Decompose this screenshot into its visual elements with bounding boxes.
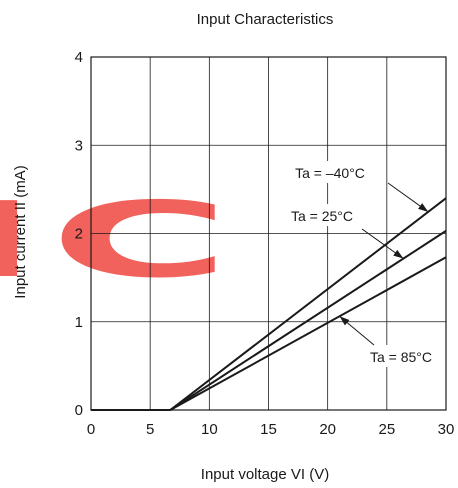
arrowhead — [393, 249, 404, 259]
x-tick-label: 20 — [319, 421, 336, 438]
annotation-label: Ta = 85°C — [370, 349, 432, 365]
y-tick-label: 2 — [75, 226, 83, 243]
annotation-box — [275, 161, 383, 183]
annotation-label: Ta = –40°C — [295, 165, 365, 181]
y-tick-label: 4 — [75, 49, 83, 66]
y-tick-label: 3 — [75, 137, 83, 154]
annotation-box — [277, 204, 367, 226]
x-tick-label: 0 — [87, 421, 95, 438]
y-axis-label: Input current II (mA) — [12, 165, 29, 298]
x-tick-label: 10 — [201, 421, 218, 438]
arrowhead — [339, 316, 350, 326]
chart-title: Input Characteristics — [197, 11, 334, 28]
x-axis-label: Input voltage VI (V) — [201, 466, 329, 483]
y-tick-label: 0 — [75, 402, 83, 419]
annotations: Ta = –40°C Ta = 25°C Ta = 85°C — [275, 161, 443, 367]
watermark-text: IC — [0, 179, 240, 301]
tick-labels: 0 5 10 15 20 25 30 0 1 2 3 4 — [75, 49, 455, 438]
x-tick-label: 5 — [146, 421, 154, 438]
x-tick-label: 25 — [378, 421, 395, 438]
x-tick-label: 30 — [438, 421, 455, 438]
arrowhead — [418, 203, 429, 212]
x-tick-label: 15 — [260, 421, 277, 438]
annotation-box — [359, 345, 443, 367]
plot-frame — [90, 56, 447, 411]
annotation-label: Ta = 25°C — [291, 208, 353, 224]
y-tick-label: 1 — [75, 314, 83, 331]
